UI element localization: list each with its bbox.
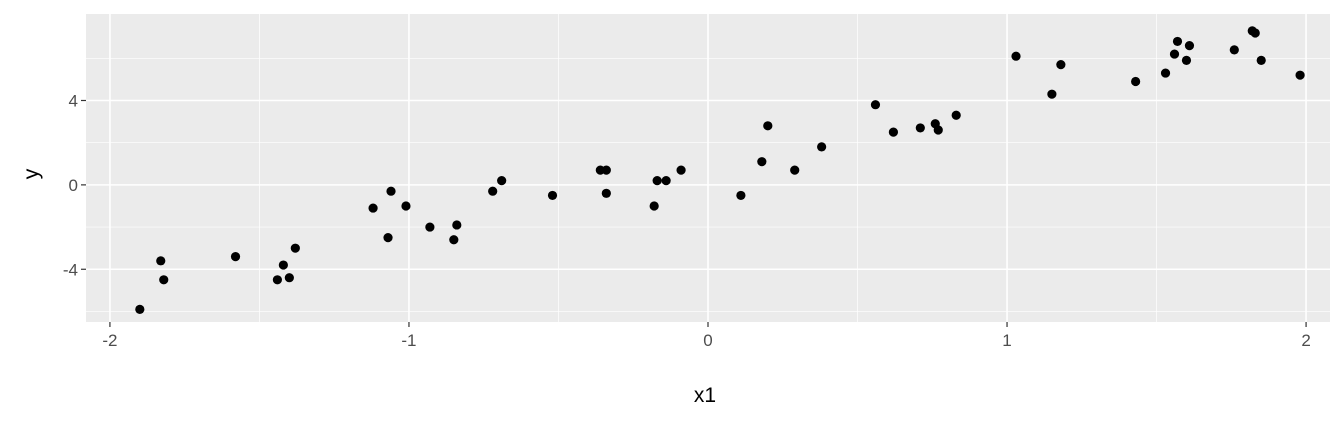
- data-point: [1181, 55, 1192, 66]
- data-point: [452, 220, 462, 230]
- x-tick-label: -1: [401, 331, 416, 350]
- y-tick-label: 4: [69, 91, 78, 110]
- data-point: [757, 157, 767, 167]
- data-point: [449, 235, 459, 245]
- data-point: [386, 186, 396, 196]
- data-point: [933, 125, 943, 135]
- data-point: [601, 165, 611, 175]
- data-point: [661, 176, 671, 186]
- data-point: [915, 123, 925, 133]
- data-point: [870, 100, 881, 110]
- data-point: [1256, 55, 1266, 66]
- data-point: [401, 201, 411, 211]
- data-point: [652, 176, 662, 186]
- data-points: [135, 26, 1305, 314]
- x-tick-label: 2: [1301, 331, 1310, 350]
- data-point: [736, 190, 746, 201]
- data-point: [272, 275, 282, 285]
- data-point: [1056, 60, 1066, 70]
- data-point: [1250, 28, 1260, 38]
- grid-major: [86, 14, 1330, 322]
- data-point: [488, 186, 498, 196]
- data-point: [1011, 51, 1021, 61]
- data-point: [547, 190, 558, 201]
- data-point: [888, 127, 899, 137]
- data-point: [601, 188, 611, 198]
- data-point: [1169, 49, 1180, 59]
- data-point: [156, 256, 166, 266]
- data-point: [159, 275, 169, 285]
- data-point: [763, 121, 773, 131]
- x-tick-label: 1: [1002, 331, 1011, 350]
- data-point: [1295, 70, 1305, 80]
- y-axis: -4 0 4: [63, 91, 86, 279]
- data-point: [368, 203, 378, 213]
- data-point: [649, 201, 659, 211]
- x-axis-title: x1: [694, 384, 716, 407]
- data-point: [1131, 76, 1141, 87]
- x-tick-label: -2: [102, 331, 117, 350]
- data-point: [1229, 45, 1239, 55]
- data-point: [790, 165, 800, 175]
- y-tick-label: -4: [63, 260, 78, 279]
- data-point: [1184, 41, 1195, 51]
- data-point: [817, 142, 827, 152]
- x-axis: -2 -1 0 1 2: [102, 322, 1311, 350]
- y-tick-label: 0: [69, 176, 78, 195]
- x-tick-label: 0: [703, 331, 712, 350]
- data-point: [425, 222, 435, 232]
- data-point: [383, 233, 393, 243]
- data-point: [230, 252, 241, 262]
- data-point: [135, 304, 145, 314]
- data-point: [290, 243, 300, 253]
- data-point: [1172, 36, 1183, 47]
- data-point: [951, 110, 961, 120]
- data-point: [497, 176, 507, 186]
- data-point: [676, 165, 686, 175]
- y-axis-title: y: [20, 168, 43, 179]
- data-point: [1160, 68, 1171, 78]
- data-point: [1047, 89, 1057, 99]
- data-point: [284, 273, 294, 283]
- data-point: [278, 260, 288, 270]
